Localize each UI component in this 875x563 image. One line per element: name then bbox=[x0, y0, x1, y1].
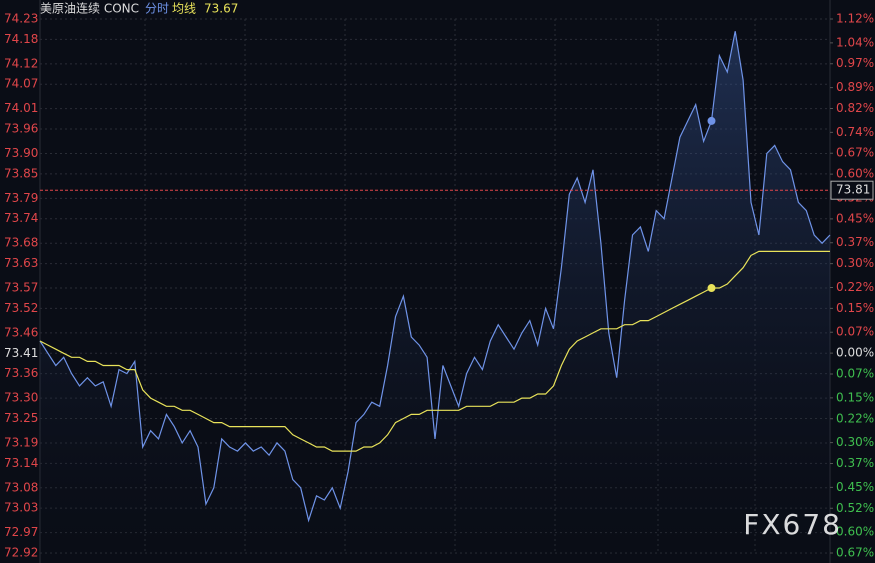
y2-tick-label: 0.89% bbox=[836, 80, 874, 94]
y-tick-label: 72.92 bbox=[4, 546, 38, 560]
y2-tick-label: 0.60% bbox=[836, 525, 874, 539]
y-tick-label: 73.19 bbox=[4, 435, 38, 449]
y2-tick-label: 0.15% bbox=[836, 301, 874, 315]
y-tick-label: 74.07 bbox=[4, 77, 38, 91]
price-line bbox=[39, 31, 831, 523]
price-area bbox=[40, 31, 830, 553]
y2-tick-label: 0.22% bbox=[836, 411, 874, 425]
y2-tick-label: 0.45% bbox=[836, 211, 874, 225]
y2-tick-label: 0.60% bbox=[836, 167, 874, 181]
y2-tick-label: 0.30% bbox=[836, 256, 874, 270]
y2-tick-label: 0.67% bbox=[836, 146, 874, 160]
y2-tick-label: 0.97% bbox=[836, 56, 874, 70]
y-tick-label: 73.74 bbox=[4, 211, 38, 225]
legend-entry: 分时 bbox=[145, 2, 169, 16]
y2-tick-label: 1.12% bbox=[836, 12, 874, 26]
y2-tick-label: 0.82% bbox=[836, 101, 874, 115]
y2-tick-label: 0.00% bbox=[836, 346, 874, 360]
y2-tick-label: 0.37% bbox=[836, 235, 874, 249]
y2-tick-label: 0.30% bbox=[836, 435, 874, 449]
y-tick-label: 73.63 bbox=[4, 256, 38, 270]
y-tick-label: 73.90 bbox=[4, 146, 38, 160]
chart-title: 美原油连续 CONC bbox=[40, 1, 139, 16]
y-tick-label: 72.97 bbox=[4, 525, 38, 539]
y-tick-label: 73.96 bbox=[4, 122, 38, 136]
y2-tick-label: 0.52% bbox=[836, 501, 874, 515]
cursor-dot bbox=[707, 116, 716, 125]
watermark: FX678 bbox=[743, 508, 842, 541]
y-tick-label: 73.30 bbox=[4, 391, 38, 405]
legend-entry: 均线 bbox=[172, 2, 196, 16]
y2-tick-label: 1.04% bbox=[836, 35, 874, 49]
average-line bbox=[39, 250, 830, 452]
y2-tick-label: 0.07% bbox=[836, 325, 874, 339]
y-tick-label: 73.03 bbox=[4, 501, 38, 515]
y-tick-label: 73.41 bbox=[4, 346, 38, 360]
y2-tick-label: 0.15% bbox=[836, 390, 874, 404]
y-tick-label: 73.25 bbox=[4, 411, 38, 425]
y-tick-label: 74.23 bbox=[4, 12, 38, 26]
y-tick-label: 73.68 bbox=[4, 236, 38, 250]
y-tick-label: 74.01 bbox=[4, 101, 38, 115]
y2-tick-label: 0.45% bbox=[836, 480, 874, 494]
y-tick-label: 74.12 bbox=[4, 56, 38, 70]
last-price-label: 73.81 bbox=[836, 183, 870, 197]
y2-tick-label: 0.37% bbox=[836, 456, 874, 470]
y2-tick-label: 0.22% bbox=[836, 280, 874, 294]
y-tick-label: 73.57 bbox=[4, 281, 38, 295]
y-tick-label: 73.52 bbox=[4, 301, 38, 315]
y-tick-label: 73.14 bbox=[4, 456, 38, 470]
last-price-box bbox=[830, 180, 874, 200]
y-tick-label: 73.85 bbox=[4, 166, 38, 180]
y2-tick-label: 0.74% bbox=[836, 125, 874, 139]
cursor-dot bbox=[707, 284, 716, 293]
y-tick-label: 73.36 bbox=[4, 366, 38, 380]
y2-tick-label: 0.07% bbox=[836, 367, 874, 381]
y-tick-label: 73.79 bbox=[4, 191, 38, 205]
y-tick-label: 74.18 bbox=[4, 32, 38, 46]
y-tick-label: 73.08 bbox=[4, 480, 38, 494]
y-tick-label: 73.46 bbox=[4, 325, 38, 339]
legend-value: 73.67 bbox=[204, 2, 238, 16]
y2-tick-label: 0.67% bbox=[836, 546, 874, 560]
